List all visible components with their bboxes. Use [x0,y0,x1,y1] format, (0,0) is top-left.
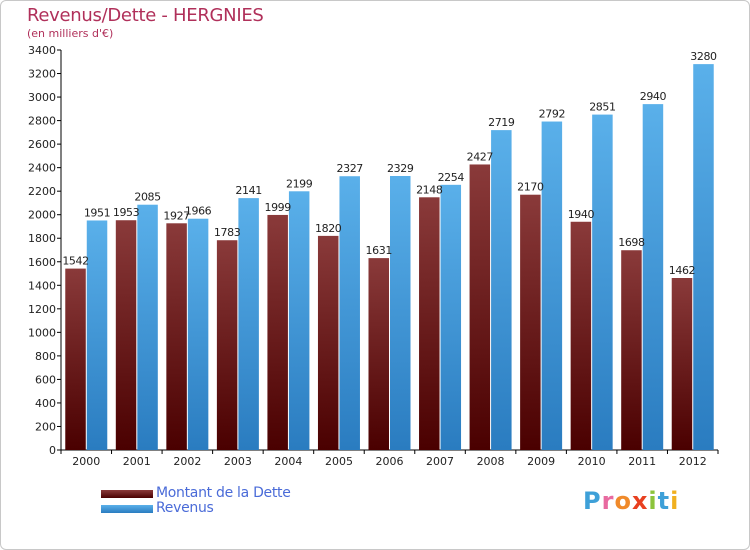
debt-data-label: 1462 [669,264,695,277]
revenue-data-label: 3280 [690,50,717,63]
y-tick-label: 1000 [28,326,56,339]
y-tick-label: 800 [35,350,56,363]
legend-label-debt: Montant de la Dette [156,485,291,501]
revenue-data-label: 2085 [134,191,161,204]
chart-bars [65,64,714,451]
revenue-data-label: 2792 [539,108,565,121]
x-tick-label: 2008 [477,455,505,468]
debt-bar [216,240,238,450]
x-tick-label: 2001 [123,455,151,468]
revenue-bar [440,184,462,450]
revenue-data-label: 2719 [488,116,515,129]
revenue-data-label: 2327 [337,162,364,175]
x-tick-label: 2007 [426,455,454,468]
debt-bar [419,197,440,450]
debt-data-label: 1542 [62,255,88,268]
x-tick-label: 2006 [376,455,404,468]
debt-bar [621,250,642,450]
revenue-data-label: 2141 [235,184,261,197]
y-tick-label: 2400 [28,162,56,175]
revenue-bar [86,220,108,450]
debt-data-label: 1940 [568,208,595,221]
debt-data-label: 2170 [517,181,544,194]
debt-data-label: 2148 [416,183,443,196]
debt-data-label: 1820 [315,222,342,235]
revenue-bar [592,114,613,451]
debt-data-label: 1631 [366,244,392,257]
revenue-data-label: 2254 [438,171,465,184]
debt-bar [317,235,339,450]
x-tick-label: 2000 [72,455,100,468]
proxiti-logo: Proxiti [583,487,680,515]
revenue-bar [187,218,209,450]
chart-subtitle: (en milliers d'€) [27,27,114,40]
revenue-data-label: 2940 [640,90,667,103]
revenue-data-label: 1951 [84,206,110,219]
revenue-data-label: 2329 [387,162,414,175]
debt-bar [65,268,86,450]
revenue-bar [541,121,563,450]
x-tick-label: 2009 [527,455,555,468]
debt-bar [115,220,137,450]
debt-bar [267,214,288,450]
debt-data-label: 1698 [618,236,645,249]
debt-bar [570,221,592,450]
y-tick-label: 2600 [28,138,56,151]
y-tick-label: 2800 [28,115,56,128]
x-tick-label: 2012 [679,455,707,468]
y-tick-label: 1800 [28,232,56,245]
revenue-bar [288,191,310,450]
legend-swatch-revenue [101,505,153,513]
debt-data-label: 1783 [214,226,241,239]
debt-bar [520,194,541,450]
legend-swatch-debt [101,490,153,498]
y-tick-label: 1200 [28,303,56,316]
revenue-bar [642,104,664,450]
y-tick-label: 3400 [28,44,56,57]
y-tick-label: 3200 [28,68,56,81]
y-tick-label: 0 [49,444,56,457]
revenue-bar [491,130,512,450]
debt-bar [469,164,491,450]
debt-data-label: 1953 [113,206,140,219]
debt-bar [671,278,693,450]
debt-bar [166,223,187,450]
debt-data-label: 1927 [163,209,190,222]
x-tick-label: 2005 [325,455,353,468]
y-tick-label: 600 [35,373,56,386]
y-tick-label: 2200 [28,185,56,198]
y-tick-label: 1400 [28,279,56,292]
debt-data-label: 2427 [467,150,494,163]
x-tick-label: 2011 [628,455,656,468]
revenue-bar [693,64,714,450]
debt-data-label: 1999 [264,201,291,214]
y-tick-label: 200 [35,420,56,433]
revenue-bar [238,198,259,450]
revenue-data-label: 1966 [185,205,212,218]
revenue-data-label: 2199 [286,177,313,190]
x-tick-label: 2002 [173,455,201,468]
debt-bar [368,258,389,450]
y-tick-label: 1600 [28,256,56,269]
revenue-bar [137,204,158,450]
x-tick-label: 2010 [578,455,606,468]
revenue-data-label: 2851 [589,101,615,114]
y-tick-label: 3000 [28,91,56,104]
chart-title: Revenus/Dette - HERGNIES [27,5,264,26]
chart-axes: 0 200 400 600 800 1000 1200 1400 1600 1800 2000 220… [28,44,719,468]
revenue-bar [390,176,411,450]
y-tick-label: 2000 [28,209,56,222]
legend-label-revenue: Revenus [156,500,214,516]
x-tick-label: 2004 [274,455,302,468]
revenue-bar [339,176,360,450]
x-tick-label: 2003 [224,455,252,468]
y-tick-label: 400 [35,397,56,410]
